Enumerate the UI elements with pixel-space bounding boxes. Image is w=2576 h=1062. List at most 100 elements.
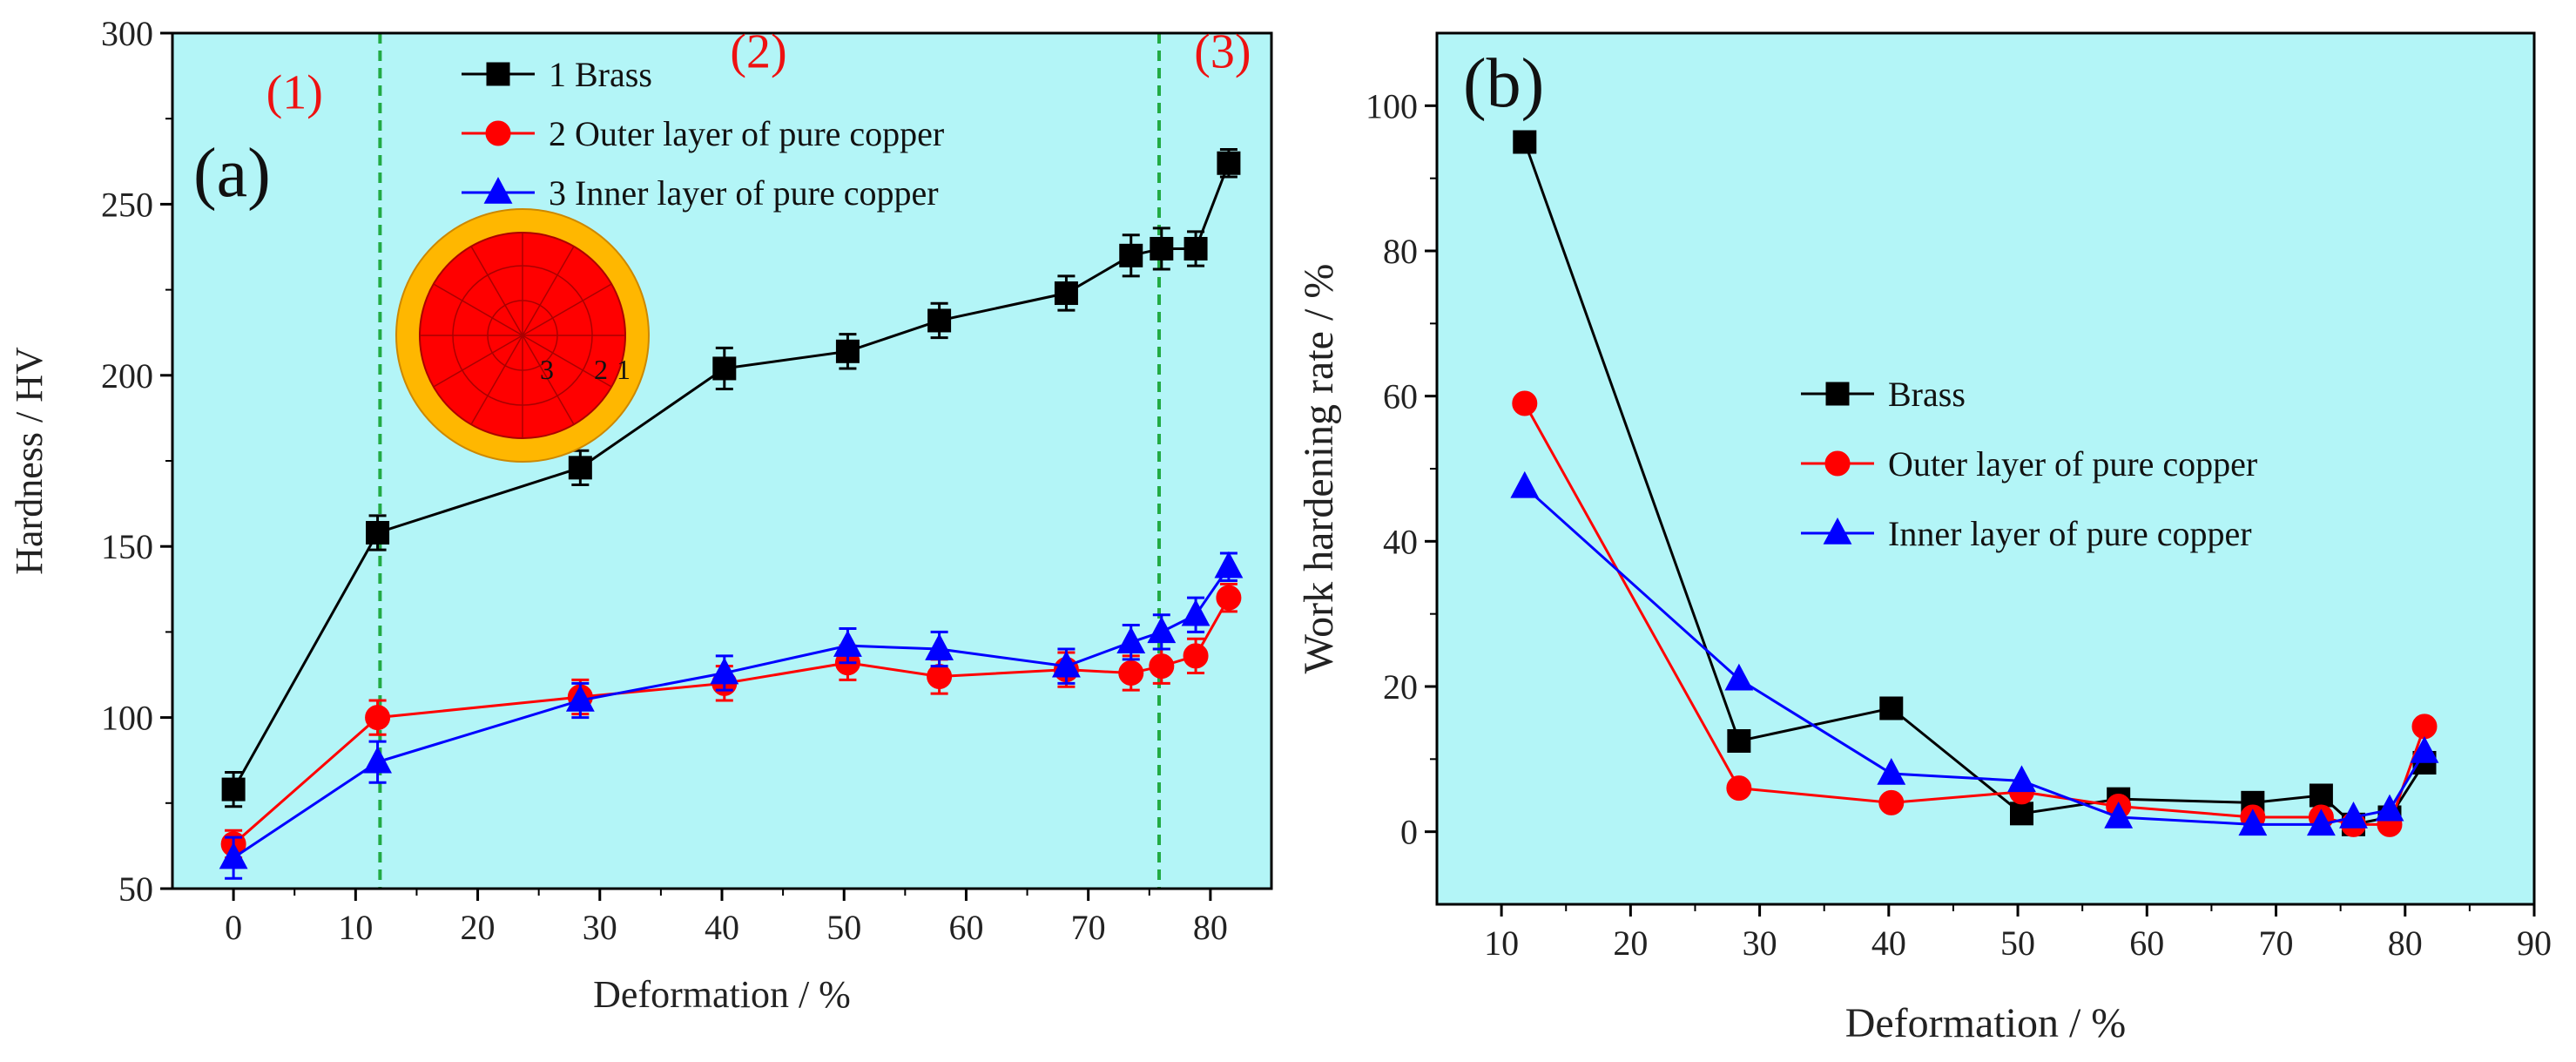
position-label-2: 2 xyxy=(594,354,608,385)
data-point xyxy=(1147,616,1177,644)
x-tick-label: 20 xyxy=(461,908,496,947)
x-tick-label: 50 xyxy=(826,908,861,947)
panel-a: 0 10 20 30 40 50 60 70 80 50 100 150 200 250 300 Deform… xyxy=(8,14,1273,1016)
data-point xyxy=(2010,802,2034,826)
x-tick-label: 30 xyxy=(583,908,617,947)
panel-b: 10 20 30 40 50 60 70 80 90 0 20 40 60 80 100 Deformatio… xyxy=(1296,31,2552,1046)
data-point xyxy=(1183,236,1208,260)
data-point xyxy=(1727,729,1751,753)
data-point xyxy=(1217,151,1241,175)
data-point xyxy=(927,663,953,689)
x-tick-label: 90 xyxy=(2517,923,2552,963)
legend-marker xyxy=(1824,450,1851,477)
y-tick-label: 100 xyxy=(1366,86,1418,125)
data-point xyxy=(1054,281,1078,306)
legend-marker xyxy=(486,62,510,86)
legend-marker xyxy=(483,177,513,204)
data-point xyxy=(1118,660,1144,687)
x-tick-label: 70 xyxy=(1071,908,1106,947)
x-tick-label: 50 xyxy=(2000,923,2035,963)
x-tick-label: 80 xyxy=(1193,908,1228,947)
data-point xyxy=(712,356,737,381)
data-point xyxy=(1183,643,1209,669)
x-tick-label: 30 xyxy=(1743,923,1777,963)
legend-entry: 2 Outer layer of pure copper xyxy=(549,114,944,153)
series-line xyxy=(1523,485,2426,826)
position-label-3: 3 xyxy=(540,354,554,385)
data-point xyxy=(1051,650,1081,678)
x-tick-label: 10 xyxy=(338,908,373,947)
x-tick-label: 0 xyxy=(225,908,242,947)
data-point xyxy=(363,746,393,774)
y-tick-labels: 0 20 40 60 80 100 xyxy=(1366,86,1418,851)
y-tick-label: 60 xyxy=(1383,377,1418,416)
plot-background xyxy=(1437,33,2534,904)
x-tick-label: 40 xyxy=(1871,923,1906,963)
region-label-1: (1) xyxy=(266,65,323,119)
core-sector-line xyxy=(470,246,523,336)
series-line xyxy=(1523,141,2426,826)
y-tick-label: 150 xyxy=(101,527,153,566)
x-tick-labels: 0 10 20 30 40 50 60 70 80 xyxy=(225,908,1228,947)
core-sector-line xyxy=(522,283,612,336)
y-tick-label: 100 xyxy=(101,699,153,738)
data-point xyxy=(1214,551,1244,578)
data-point xyxy=(1877,758,1906,785)
x-tick-label: 10 xyxy=(1484,923,1519,963)
x-axis-label: Deformation / % xyxy=(1845,1000,2127,1046)
x-tick-label: 60 xyxy=(948,908,983,947)
x-tick-labels: 10 20 30 40 50 60 70 80 90 xyxy=(1484,923,2552,963)
core-sector-line xyxy=(433,283,523,336)
data-point xyxy=(2104,802,2134,829)
y-tick-label: 200 xyxy=(101,356,153,396)
x-axis-label: Deformation / % xyxy=(593,973,851,1016)
data-point xyxy=(2306,808,2336,836)
data-point xyxy=(2410,736,2439,763)
region-label-2: (2) xyxy=(730,24,786,78)
data-point xyxy=(1726,775,1752,802)
core-sector-line xyxy=(433,335,523,388)
data-point xyxy=(2411,714,2438,740)
core-sector-line xyxy=(522,335,575,425)
data-point xyxy=(925,633,954,660)
legend-entry: Outer layer of pure copper xyxy=(1888,444,2257,484)
x-tick-label: 20 xyxy=(1613,923,1648,963)
core-sector-line xyxy=(470,335,523,425)
x-tick-label: 80 xyxy=(2388,923,2423,963)
data-point xyxy=(710,657,739,685)
legend-entry: 3 Inner layer of pure copper xyxy=(549,173,939,213)
legend-marker xyxy=(485,120,511,146)
y-tick-label: 40 xyxy=(1383,522,1418,561)
panel-label: (a) xyxy=(193,135,271,212)
series-line xyxy=(1523,402,2426,826)
data-point xyxy=(565,684,595,712)
position-label-1: 1 xyxy=(617,354,631,385)
data-point xyxy=(1513,130,1537,154)
y-tick-label: 250 xyxy=(101,185,153,224)
data-point xyxy=(833,630,862,657)
core-sector-line xyxy=(522,246,575,336)
series-3 xyxy=(1510,470,2439,836)
core-sector-line xyxy=(522,335,612,388)
data-point xyxy=(1512,390,1538,416)
data-point xyxy=(365,705,391,731)
series-1 xyxy=(221,148,1241,808)
data-point xyxy=(1149,653,1175,680)
panel-label: (b) xyxy=(1463,45,1544,122)
data-point xyxy=(927,308,952,333)
data-point xyxy=(219,842,248,869)
legend: 1 Brass 2 Outer layer of pure copper 3 Inn… xyxy=(462,55,944,213)
data-point xyxy=(1510,470,1540,498)
legend-entry: 1 Brass xyxy=(549,55,652,94)
legend-entry: Brass xyxy=(1888,375,1966,414)
data-point xyxy=(1119,243,1143,267)
x-tick-label: 70 xyxy=(2259,923,2294,963)
series-3 xyxy=(219,551,1244,880)
data-point xyxy=(568,456,592,480)
plot-background xyxy=(172,33,1271,889)
x-tick-label: 60 xyxy=(2129,923,2164,963)
data-point xyxy=(2007,765,2036,793)
data-point xyxy=(2238,808,2268,836)
